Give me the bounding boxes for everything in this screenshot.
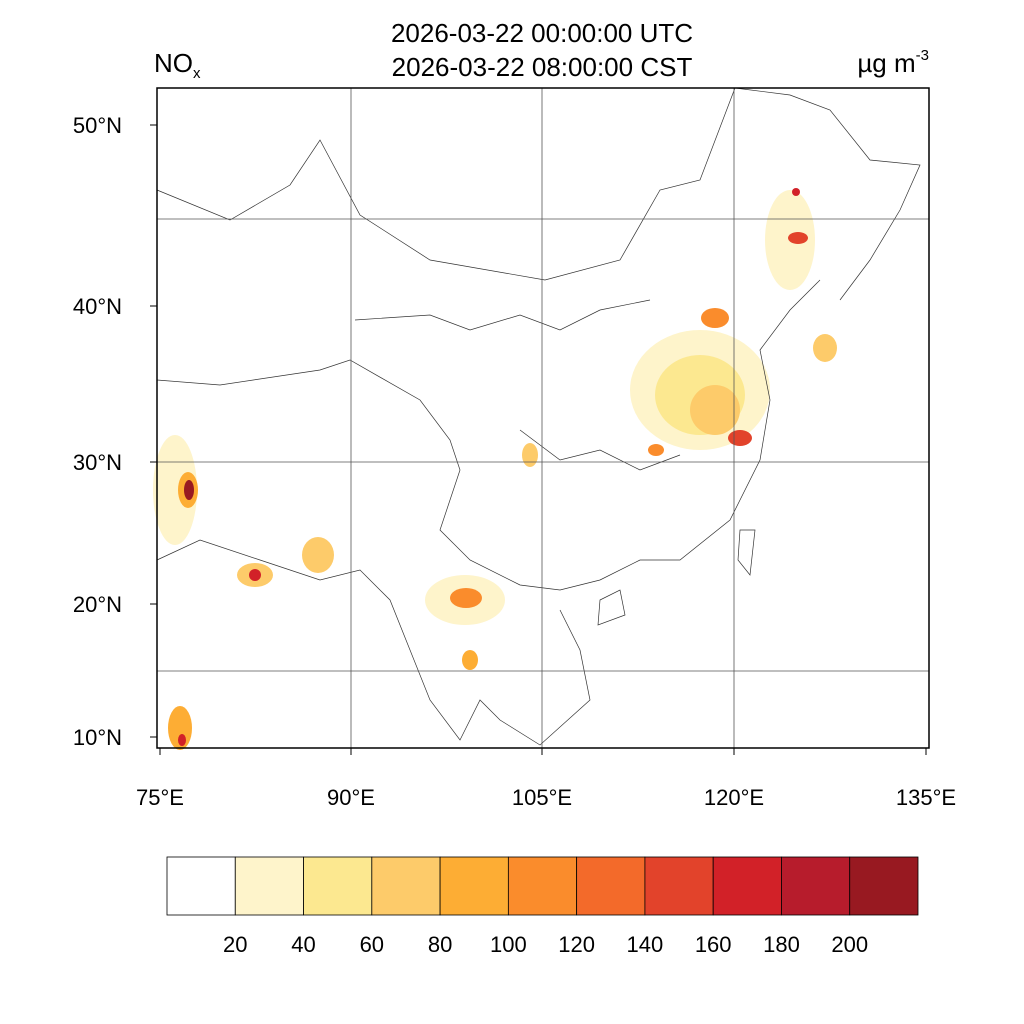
units-base: µg m — [857, 48, 915, 78]
colorbar-box — [166, 856, 236, 916]
colorbar-box — [712, 856, 782, 916]
lon-label: 120°E — [704, 785, 764, 810]
colorbar-label: 160 — [695, 932, 732, 957]
lat-label: 40°N — [73, 294, 122, 319]
colorbar-box — [576, 856, 646, 916]
units: µg m-3 — [857, 47, 929, 78]
graticule — [157, 88, 929, 748]
lon-label: 105°E — [512, 785, 572, 810]
variable-base: NO — [154, 48, 193, 78]
colorbar-box — [303, 856, 373, 916]
colorbar-label: 20 — [223, 932, 247, 957]
colorbar-label: 140 — [627, 932, 664, 957]
colorbar-box — [781, 856, 851, 916]
lat-label: 20°N — [73, 592, 122, 617]
colorbar-box — [371, 856, 441, 916]
lon-label: 135°E — [896, 785, 956, 810]
colorbar-box — [234, 856, 304, 916]
pollution-field — [153, 188, 837, 750]
colorbar-label: 100 — [490, 932, 527, 957]
map-area — [153, 87, 930, 750]
axes: 50°N 40°N 30°N 20°N 10°N 75°E 90°E 105°E 120°E 13… — [73, 113, 956, 810]
title-utc: 2026-03-22 00:00:00 UTC — [391, 18, 693, 48]
colorbar-label: 60 — [360, 932, 384, 957]
colorbar-label: 180 — [763, 932, 800, 957]
colorbar-box — [644, 856, 714, 916]
title-cst: 2026-03-22 08:00:00 CST — [392, 52, 693, 82]
variable-subscript: x — [193, 65, 201, 82]
units-exponent: -3 — [916, 47, 929, 64]
boundaries — [156, 87, 921, 746]
lat-label: 30°N — [73, 450, 122, 475]
lat-label: 10°N — [73, 725, 122, 750]
colorbar-label: 80 — [428, 932, 452, 957]
variable-name: NOx — [154, 48, 201, 82]
colorbar-box — [507, 856, 578, 916]
colorbar-label: 40 — [291, 932, 315, 957]
colorbar-label: 120 — [558, 932, 595, 957]
colorbar-box — [439, 856, 509, 916]
lon-label: 75°E — [136, 785, 184, 810]
colorbar-label: 200 — [831, 932, 868, 957]
colorbar: 20 40 60 80 100 120 140 160 180 200 — [166, 856, 919, 957]
lon-label: 90°E — [327, 785, 375, 810]
map-frame — [156, 87, 930, 749]
lat-label: 50°N — [73, 113, 122, 138]
colorbar-box — [849, 856, 919, 916]
